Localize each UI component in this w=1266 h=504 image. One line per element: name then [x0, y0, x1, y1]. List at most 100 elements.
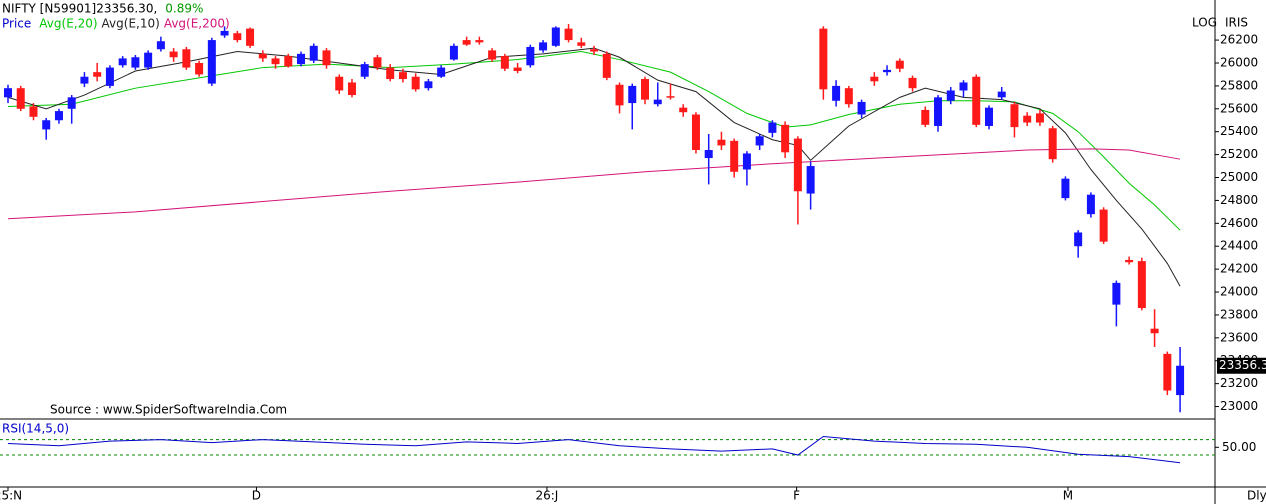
legend-entry: Avg(E,10): [102, 17, 160, 31]
theme[interactable]: IRIS: [1225, 16, 1248, 30]
candle-body: [615, 84, 624, 106]
legend-entry: Avg(E,20): [39, 17, 97, 31]
x-tick-label: M: [1063, 489, 1073, 503]
candle-body: [806, 166, 815, 194]
candle-body: [1112, 282, 1121, 305]
candle-body: [347, 82, 356, 96]
candle-body: [437, 67, 446, 77]
rsi-title: RSI(14,5,0): [2, 422, 69, 436]
candle-body: [717, 139, 726, 146]
legend-entry: Avg(E,200): [164, 17, 230, 31]
candle-body: [169, 51, 178, 58]
y-tick-label: 24200: [1220, 262, 1258, 276]
candle-body: [908, 77, 917, 89]
candle-body: [946, 90, 955, 101]
candle-body: [297, 53, 306, 65]
candle-body: [755, 136, 764, 146]
candle-body: [182, 49, 191, 68]
last-price-label: 23356.3: [1219, 358, 1266, 372]
candle-body: [1023, 115, 1032, 123]
candle-body: [207, 40, 216, 84]
candle-body: [42, 120, 51, 130]
y-tick-label: 25800: [1220, 78, 1258, 92]
candle-body: [1137, 261, 1146, 309]
y-tick-label: 50.00: [1222, 440, 1256, 454]
y-tick-label: 24000: [1220, 285, 1258, 299]
y-tick-label: 25000: [1220, 170, 1258, 184]
candle-body: [411, 76, 420, 90]
candle-body: [577, 42, 586, 46]
source: Source : www.SpiderSoftwareIndia.Com: [50, 403, 287, 417]
y-tick-label: 23000: [1220, 399, 1258, 413]
candle-body: [641, 79, 649, 100]
candle-body: [921, 109, 930, 125]
candle-body: [475, 40, 484, 43]
scale-mode[interactable]: LOG: [1192, 16, 1217, 30]
candle-body: [131, 57, 140, 68]
candle-body: [16, 88, 25, 109]
y-tick-label: 26200: [1220, 33, 1258, 47]
candle-body: [895, 60, 904, 69]
candle-body: [335, 76, 344, 91]
candle-body: [704, 150, 713, 159]
candle-body: [1074, 232, 1083, 247]
candle-body: [934, 97, 943, 126]
candle-body: [1163, 353, 1172, 391]
candle-body: [309, 45, 318, 61]
candle-body: [602, 53, 611, 78]
candle-body: [1150, 328, 1159, 334]
candle-body: [424, 81, 433, 89]
candle-body: [80, 76, 89, 84]
candle-body: [195, 62, 204, 75]
interval: Dly: [1247, 489, 1266, 503]
candle-body: [144, 52, 153, 68]
candle-body: [93, 72, 102, 77]
change: 0.89%: [165, 2, 203, 16]
candle-body: [449, 45, 458, 60]
y-tick-label: 24400: [1220, 239, 1258, 253]
candle-body: [1061, 178, 1070, 199]
candle-body: [67, 97, 76, 109]
candle-body: [54, 111, 63, 121]
candle-body: [386, 67, 395, 80]
candle-body: [1048, 128, 1057, 160]
x-tick-label: 25:N: [0, 489, 22, 503]
candle-body: [1125, 259, 1134, 263]
y-tick-label: 25200: [1220, 147, 1258, 161]
title: NIFTY [N59901]23356.30,: [2, 2, 157, 16]
moving-average-line: [7, 47, 1181, 287]
candle-body: [883, 69, 892, 73]
last-price-box: [1217, 357, 1266, 374]
candle-body: [462, 40, 471, 45]
candle-body: [742, 153, 751, 170]
candle-body: [500, 56, 509, 69]
candle-body: [844, 88, 853, 105]
candle-body: [322, 50, 331, 66]
candle-body: [551, 27, 560, 46]
candle-body: [29, 106, 38, 117]
candle-body: [590, 49, 599, 52]
candle-body: [857, 101, 866, 115]
candle-body: [233, 33, 242, 41]
moving-average-line: [7, 51, 1181, 231]
candle-body: [246, 28, 255, 46]
candle-body: [781, 124, 790, 153]
candle-body: [793, 138, 802, 192]
x-tick-label: D: [252, 489, 261, 503]
candle-body: [513, 67, 522, 72]
candle-body: [1176, 365, 1185, 396]
y-tick-label: 25400: [1220, 124, 1258, 138]
candle-body: [679, 107, 688, 113]
candle-body: [398, 72, 407, 80]
candle-body: [271, 58, 280, 65]
candle-body: [691, 114, 700, 151]
candle-body: [1010, 104, 1019, 128]
candle-body: [997, 91, 1006, 98]
y-tick-label: 26000: [1220, 55, 1258, 69]
candle-body: [1099, 209, 1108, 242]
candle-body: [1035, 113, 1044, 123]
candle-body: [156, 41, 165, 50]
candle-body: [564, 28, 573, 41]
candle-body: [768, 122, 777, 133]
